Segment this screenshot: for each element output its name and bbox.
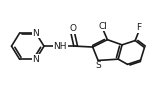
Text: N: N (32, 55, 39, 64)
Text: Cl: Cl (98, 22, 107, 31)
Text: O: O (69, 24, 76, 33)
Text: F: F (136, 23, 142, 32)
Text: S: S (95, 61, 101, 70)
Text: N: N (32, 29, 39, 38)
Text: NH: NH (54, 42, 67, 51)
